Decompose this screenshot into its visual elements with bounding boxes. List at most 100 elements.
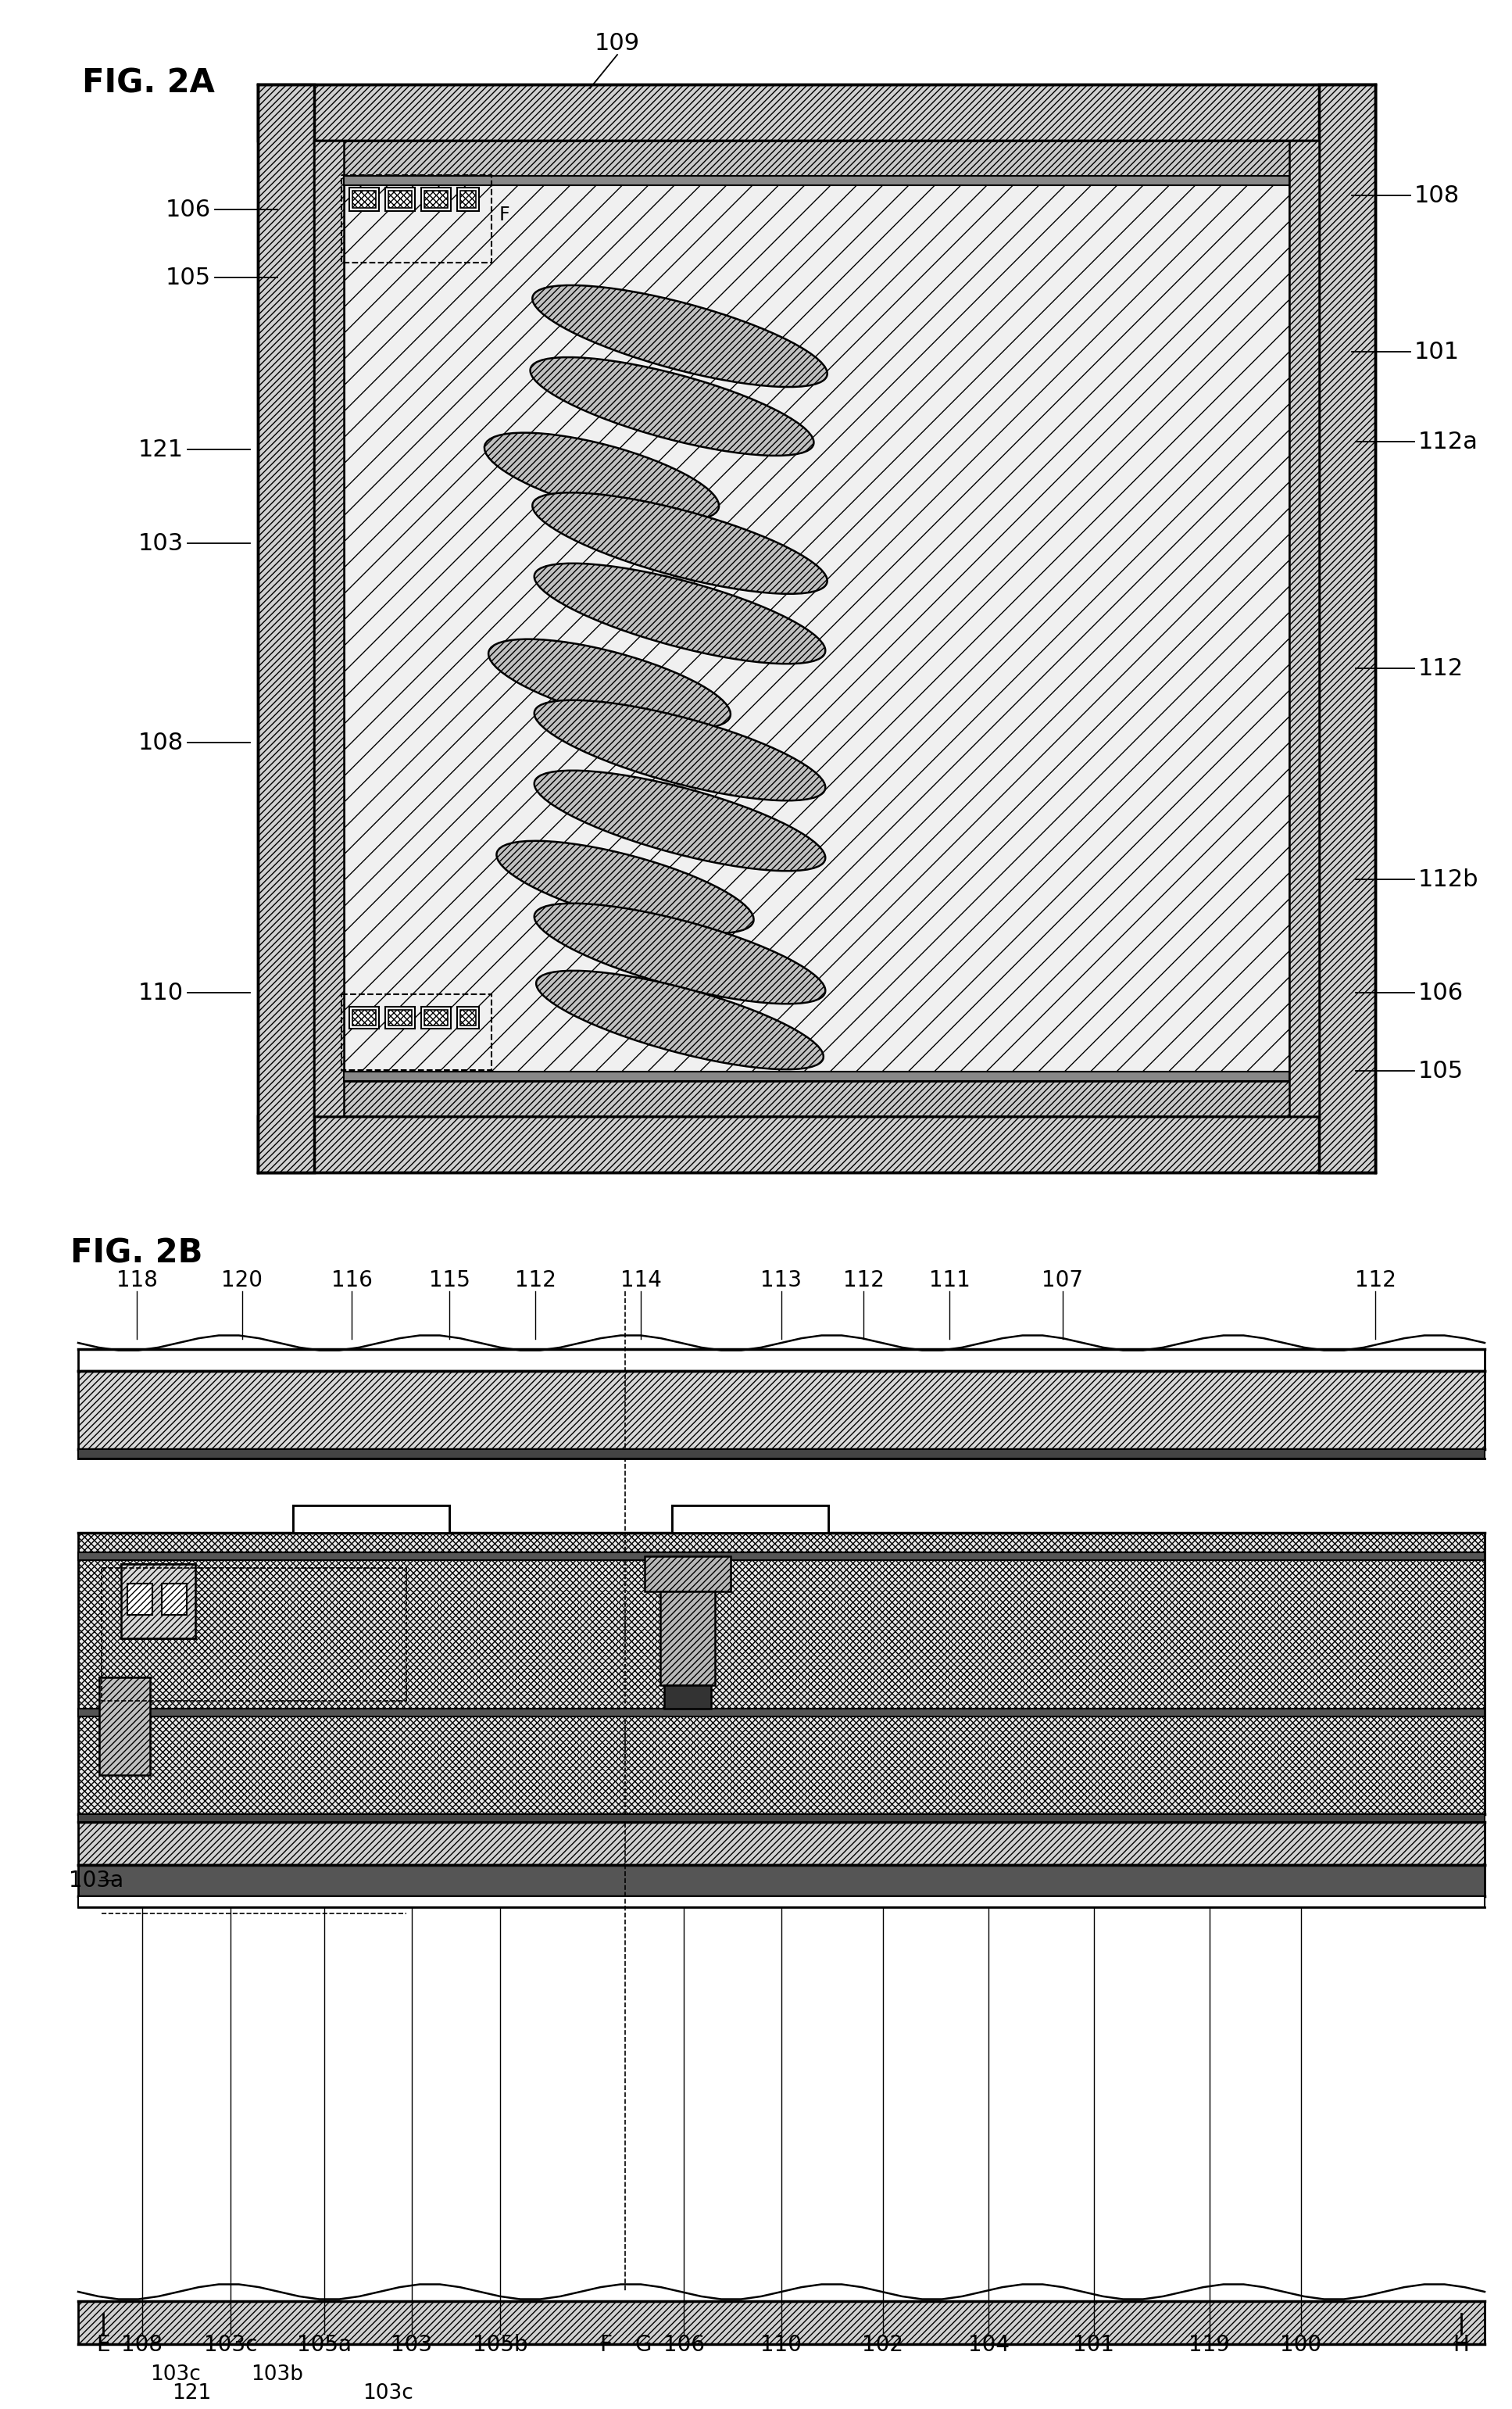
Bar <box>259 1115 1376 1173</box>
Bar <box>79 1708 1485 1718</box>
Ellipse shape <box>534 771 826 872</box>
Text: 103: 103 <box>392 2334 432 2356</box>
Text: 106: 106 <box>165 198 212 222</box>
Bar <box>457 1007 479 1029</box>
Ellipse shape <box>532 284 827 388</box>
Ellipse shape <box>534 903 826 1005</box>
Bar <box>425 1009 448 1026</box>
Bar <box>389 1009 411 1026</box>
Ellipse shape <box>534 564 826 665</box>
Text: 112b: 112b <box>1418 867 1479 891</box>
Text: 113: 113 <box>761 1270 801 1291</box>
Text: 121: 121 <box>172 2383 212 2404</box>
Bar <box>79 1821 1485 1865</box>
Bar <box>386 1007 414 1029</box>
Text: 121: 121 <box>138 438 183 460</box>
Bar <box>162 1583 187 1614</box>
Text: 104: 104 <box>968 2334 1009 2356</box>
Text: 112: 112 <box>1418 658 1464 679</box>
Bar <box>644 1556 730 1592</box>
Bar <box>100 1677 150 1775</box>
Text: 105a: 105a <box>296 2334 352 2356</box>
Bar <box>342 176 491 263</box>
Bar <box>1318 84 1376 1173</box>
Ellipse shape <box>488 638 730 728</box>
Text: 103b: 103b <box>251 2366 304 2385</box>
Bar <box>79 1551 1485 1561</box>
Bar <box>314 140 343 1115</box>
Bar <box>343 176 1290 1082</box>
Text: 103c: 103c <box>363 2383 414 2404</box>
Text: 112: 112 <box>1355 1270 1396 1291</box>
Bar <box>79 1896 1485 1908</box>
Ellipse shape <box>532 491 827 595</box>
Bar <box>79 1865 1485 1896</box>
Bar <box>349 188 380 212</box>
Text: 108: 108 <box>138 732 183 754</box>
Bar <box>352 190 376 207</box>
Text: 120: 120 <box>222 1270 263 1291</box>
Text: F: F <box>599 2334 612 2356</box>
Text: 100: 100 <box>1281 2334 1321 2356</box>
Text: 112: 112 <box>842 1270 885 1291</box>
Bar <box>293 1506 449 1532</box>
Text: F: F <box>499 205 510 224</box>
Bar <box>314 1082 1318 1115</box>
Ellipse shape <box>531 357 813 455</box>
Text: G: G <box>635 2334 652 2356</box>
Bar <box>343 176 1290 185</box>
Text: 105: 105 <box>165 265 212 289</box>
Bar <box>661 1592 715 1686</box>
Ellipse shape <box>534 701 826 800</box>
Bar <box>259 84 314 1173</box>
Bar <box>389 190 411 207</box>
Text: 106: 106 <box>664 2334 705 2356</box>
Ellipse shape <box>496 841 753 932</box>
Text: 112a: 112a <box>1418 431 1479 453</box>
Text: 103c: 103c <box>204 2334 257 2356</box>
Ellipse shape <box>537 971 824 1070</box>
Text: 118: 118 <box>116 1270 157 1291</box>
Bar <box>314 140 1318 176</box>
Text: 103: 103 <box>138 532 183 554</box>
Bar <box>127 1583 153 1614</box>
Bar <box>79 1349 1485 1371</box>
Text: 110: 110 <box>761 2334 801 2356</box>
Text: FIG. 2A: FIG. 2A <box>82 67 215 99</box>
Text: 115: 115 <box>428 1270 470 1291</box>
Bar <box>664 1686 711 1708</box>
Text: 102: 102 <box>862 2334 904 2356</box>
Bar <box>79 2301 1485 2344</box>
Bar <box>460 1009 476 1026</box>
Bar <box>79 1532 1485 1814</box>
Bar <box>671 1506 829 1532</box>
Text: 105b: 105b <box>472 2334 528 2356</box>
Text: 107: 107 <box>1042 1270 1084 1291</box>
Bar <box>422 1007 451 1029</box>
Text: 108: 108 <box>1414 183 1461 207</box>
Text: 111: 111 <box>928 1270 971 1291</box>
Bar <box>79 1457 1485 1532</box>
Bar <box>121 1563 195 1638</box>
Text: H: H <box>1453 2334 1470 2356</box>
Text: 114: 114 <box>620 1270 661 1291</box>
Text: 116: 116 <box>331 1270 372 1291</box>
Text: FIG. 2B: FIG. 2B <box>71 1236 203 1270</box>
Text: 109: 109 <box>594 31 640 55</box>
Text: 112: 112 <box>514 1270 556 1291</box>
Bar <box>79 1371 1485 1450</box>
Text: 103a: 103a <box>68 1869 124 1891</box>
Bar <box>1290 140 1318 1115</box>
Bar <box>425 190 448 207</box>
Bar <box>422 188 451 212</box>
Bar <box>259 84 1376 140</box>
Text: 106: 106 <box>1418 980 1464 1005</box>
Text: 110: 110 <box>138 980 183 1005</box>
Bar <box>457 188 479 212</box>
Text: 119: 119 <box>1188 2334 1231 2356</box>
Text: 101: 101 <box>1074 2334 1114 2356</box>
Bar <box>79 1814 1485 1821</box>
Bar <box>343 1072 1290 1082</box>
Bar <box>460 190 476 207</box>
Bar <box>349 1007 380 1029</box>
